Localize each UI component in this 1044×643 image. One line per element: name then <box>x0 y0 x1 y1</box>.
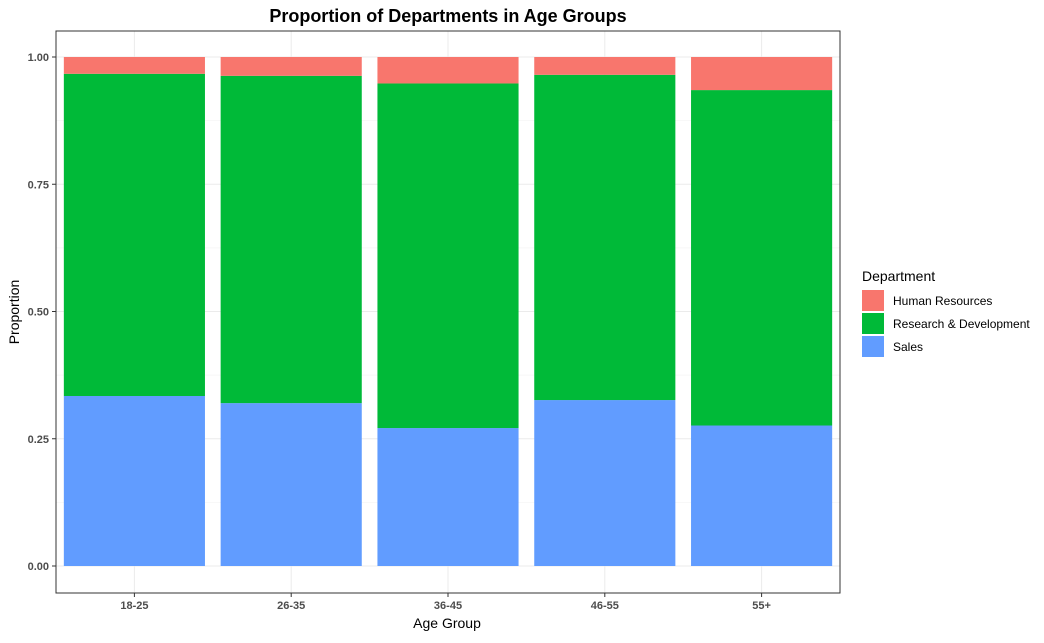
legend-items: Human Resources Research & Development Sal… <box>862 290 1030 357</box>
bar-46-55-sales <box>534 400 676 566</box>
legend-swatch-human-resources <box>862 290 884 311</box>
x-axis-tick-labels: 18-25 26-35 36-45 46-55 55+ <box>120 600 771 612</box>
y-tick-label: 0.75 <box>28 179 49 191</box>
bar-55+-human-resources <box>691 57 833 91</box>
bar-26-35-research-development <box>220 75 362 404</box>
y-axis-tick-labels: 0.00 0.25 0.50 0.75 1.00 <box>28 52 49 573</box>
bar-26-35-human-resources <box>220 57 362 76</box>
legend-title: Department <box>862 268 935 284</box>
y-tick-label: 1.00 <box>28 52 49 64</box>
bar-36-45-human-resources <box>377 57 519 84</box>
x-tick-label: 55+ <box>752 600 771 612</box>
chart-title: Proportion of Departments in Age Groups <box>269 6 626 26</box>
bar-36-45-sales <box>377 428 519 566</box>
bar-18-25-research-development <box>63 73 205 396</box>
bar-18-25-sales <box>63 395 205 566</box>
bar-55+-research-development <box>691 90 833 426</box>
legend: Department Human Resources Research & Dev… <box>862 268 1030 357</box>
x-tick-label: 18-25 <box>120 600 148 612</box>
bar-55+-sales <box>691 425 833 566</box>
legend-swatch-sales <box>862 336 884 357</box>
x-tick-label: 26-35 <box>277 600 305 612</box>
legend-label: Sales <box>893 340 923 354</box>
bar-18-25-human-resources <box>63 57 205 74</box>
y-axis-title: Proportion <box>6 280 22 345</box>
legend-swatch-research-development <box>862 313 884 334</box>
bar-46-55-human-resources <box>534 57 676 75</box>
legend-label: Human Resources <box>893 294 992 308</box>
axis-ticks <box>52 56 763 597</box>
bar-36-45-research-development <box>377 83 519 429</box>
y-tick-label: 0.00 <box>28 561 49 573</box>
y-tick-label: 0.25 <box>28 434 49 446</box>
bar-26-35-sales <box>220 403 362 566</box>
bars <box>63 57 833 566</box>
y-tick-label: 0.50 <box>28 307 49 319</box>
legend-label: Research & Development <box>893 317 1030 331</box>
x-tick-label: 46-55 <box>591 600 619 612</box>
x-tick-label: 36-45 <box>434 600 462 612</box>
x-axis-title: Age Group <box>413 615 481 631</box>
bar-46-55-research-development <box>534 74 676 401</box>
